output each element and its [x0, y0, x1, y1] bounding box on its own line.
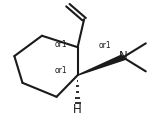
Text: H: H: [73, 103, 82, 116]
Text: N: N: [119, 50, 128, 63]
Text: or1: or1: [54, 40, 67, 48]
Text: or1: or1: [54, 66, 67, 75]
Polygon shape: [78, 55, 125, 75]
Text: or1: or1: [99, 41, 111, 50]
